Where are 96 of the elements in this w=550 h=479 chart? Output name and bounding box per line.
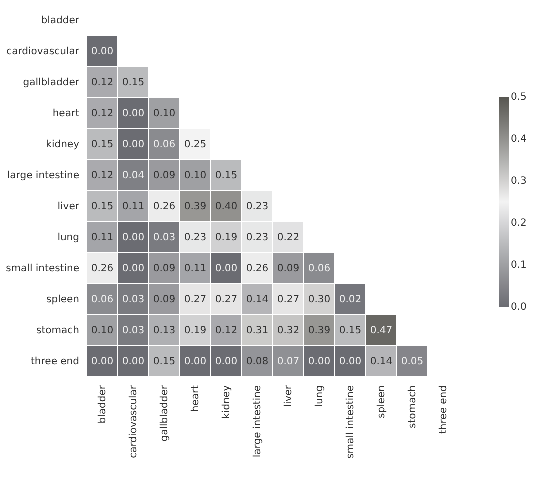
data-label: 0.05 (401, 356, 424, 368)
data-label: 0.10 (91, 326, 114, 336)
data-label: 0.15 (215, 170, 238, 182)
color-bar-label: 0.1 (511, 260, 527, 271)
x-tick-label: large intestine (252, 386, 264, 458)
data-label: 0.14 (370, 356, 393, 368)
data-label: 0.12 (215, 326, 238, 336)
x-tick-label: kidney (222, 385, 232, 419)
data-label: 0.00 (122, 140, 145, 150)
data-label: 0.12 (91, 78, 114, 88)
data-label: 0.11 (122, 202, 145, 212)
data-label: 0.09 (153, 264, 176, 274)
data-label: 0.22 (277, 232, 300, 244)
color-bar-label: 0.2 (511, 218, 527, 229)
data-label: 0.12 (91, 170, 114, 182)
data-label: 0.03 (153, 232, 176, 244)
x-tick-label: stomach (408, 386, 418, 428)
data-label: 0.14 (246, 294, 269, 306)
data-label: 0.00 (122, 108, 145, 120)
data-label: 0.00 (122, 232, 145, 244)
data-label: 0.23 (246, 202, 269, 212)
data-label: 0.40 (215, 202, 238, 212)
data-label: 0.30 (308, 294, 331, 306)
y-tick-label: spleen (46, 294, 80, 306)
x-tick-label: bladder (98, 384, 108, 424)
data-label: 0.03 (122, 294, 145, 306)
data-label: 0.15 (122, 78, 145, 88)
data-label: 0.00 (184, 356, 207, 368)
data-label: 0.27 (184, 294, 207, 306)
data-label: 0.39 (308, 326, 331, 336)
data-label: 0.15 (153, 356, 176, 368)
x-tick-label: liver (284, 384, 294, 408)
x-tick-label: lung (314, 386, 326, 408)
data-label: 0.03 (122, 326, 145, 336)
data-label: 0.23 (184, 232, 207, 244)
data-label: 0.07 (277, 356, 300, 368)
data-label: 0.39 (184, 202, 207, 212)
y-tick-label: three end (31, 356, 80, 368)
data-label: 0.13 (153, 326, 176, 336)
data-label: 0.02 (339, 294, 362, 306)
data-label: 0.11 (91, 232, 114, 244)
data-label: 0.06 (153, 140, 176, 150)
data-label: 0.26 (246, 264, 269, 274)
data-label: 0.27 (215, 294, 238, 306)
data-label: 0.26 (91, 264, 114, 274)
data-label: 0.25 (184, 140, 207, 150)
data-label: 0.10 (153, 108, 176, 120)
data-label: 0.00 (122, 264, 145, 274)
x-tick-label: gallbladder (160, 384, 170, 442)
data-label: 0.00 (91, 356, 114, 368)
data-label: 0.04 (122, 170, 145, 182)
y-tick-label: bladder (41, 16, 80, 26)
data-label: 0.09 (277, 264, 300, 274)
data-label: 0.09 (153, 294, 176, 306)
data-label: 0.15 (339, 326, 362, 336)
x-tick-label: spleen (376, 386, 388, 418)
y-tick-label: heart (52, 108, 80, 120)
data-label: 0.19 (215, 232, 238, 244)
data-label: 0.00 (215, 264, 238, 274)
color-bar-label: 0.0 (511, 302, 527, 313)
data-label: 0.06 (308, 264, 331, 274)
data-label: 0.00 (308, 356, 331, 368)
data-label: 0.10 (184, 170, 207, 182)
data-label: 0.23 (246, 232, 269, 244)
data-label: 0.06 (91, 294, 114, 306)
color-bar-label: 0.3 (511, 176, 527, 187)
data-label: 0.08 (246, 356, 269, 368)
y-tick-label: liver (58, 202, 80, 212)
data-label: 0.15 (91, 140, 114, 150)
data-label: 0.00 (122, 356, 145, 368)
data-label: 0.15 (91, 202, 114, 212)
data-label: 0.47 (370, 326, 393, 336)
data-label: 0.31 (246, 326, 269, 336)
data-label: 0.00 (215, 356, 238, 368)
color-bar-label: 0.4 (511, 134, 527, 145)
data-label: 0.00 (339, 356, 362, 368)
y-tick-label: lung (58, 232, 80, 244)
data-label: 0.12 (91, 108, 114, 120)
x-tick-label: small intestine (346, 386, 356, 459)
y-tick-label: large intestine (7, 170, 80, 182)
x-tick-label: heart (190, 385, 202, 412)
data-label: 0.27 (277, 294, 300, 306)
y-tick-label: gallbladder (23, 78, 80, 88)
data-label: 0.26 (153, 202, 176, 212)
data-label: 0.19 (184, 326, 207, 336)
data-label: 0.11 (184, 264, 207, 274)
y-tick-label: kidney (46, 140, 80, 150)
y-tick-label: small intestine (6, 264, 80, 274)
x-tick-label: cardiovascular (128, 384, 140, 458)
x-tick-label: three end (438, 386, 450, 434)
y-tick-label: cardiovascular (6, 46, 80, 58)
data-label: 0.09 (153, 170, 176, 182)
data-label: 0.00 (91, 46, 114, 58)
color-bar-label: 0.5 (511, 92, 527, 103)
data-label: 0.32 (277, 326, 300, 336)
y-tick-label: stomach (36, 326, 80, 336)
